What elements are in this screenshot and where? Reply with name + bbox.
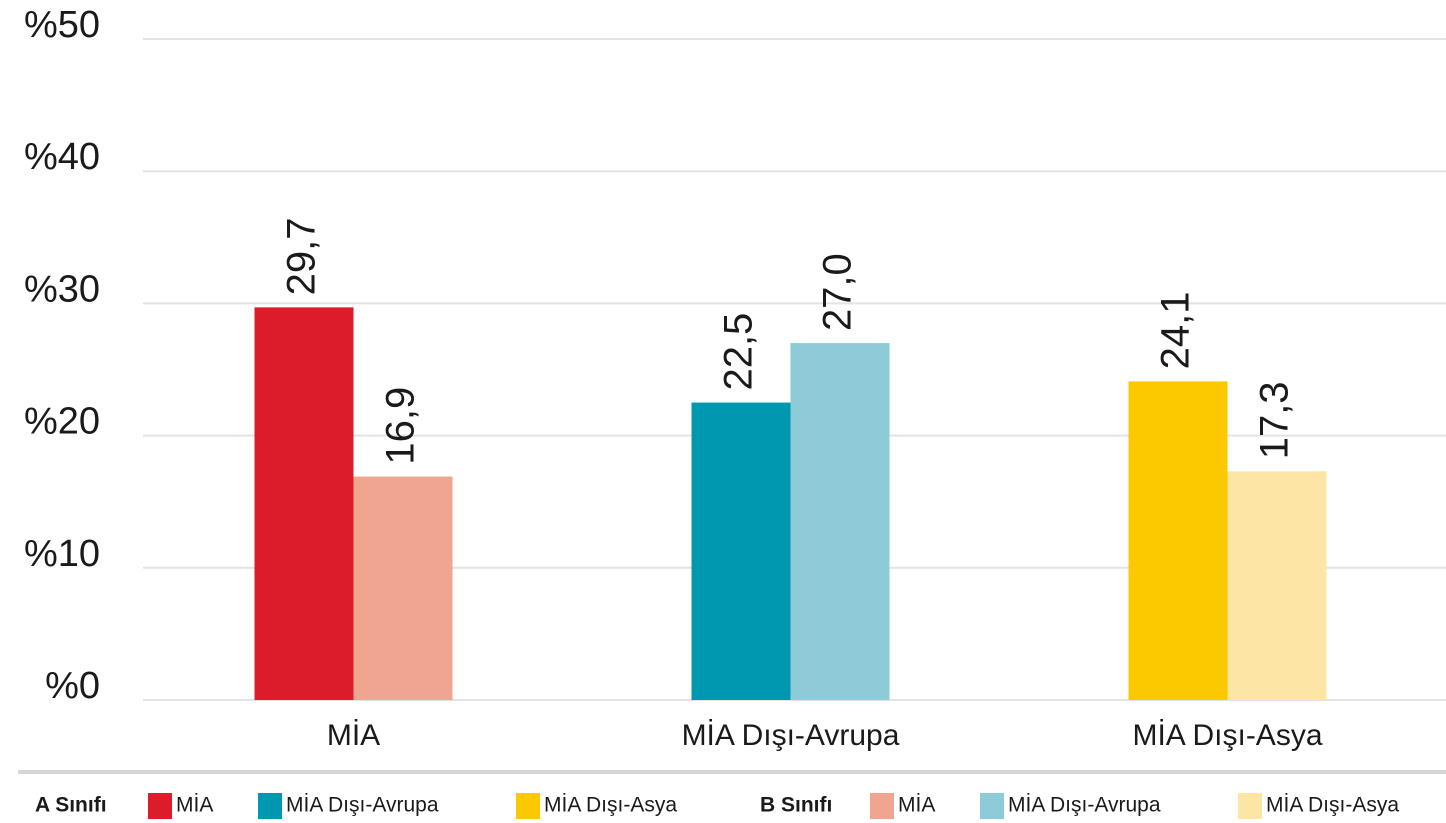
legend-label: MİA Dışı-Avrupa — [1008, 794, 1161, 817]
legend-label: MİA Dışı-Asya — [1266, 794, 1399, 817]
value-label: 29,7 — [280, 218, 324, 296]
legend-swatch — [258, 793, 282, 819]
value-label: 22,5 — [717, 313, 761, 391]
x-tick-label: MİA Dışı-Avrupa — [682, 719, 900, 752]
legend-swatch — [980, 793, 1004, 819]
y-tick-label: %10 — [24, 533, 100, 575]
x-tick-label: MİA — [327, 719, 380, 752]
bar — [254, 307, 354, 700]
legend-group-label: B Sınıfı — [760, 794, 832, 817]
bar — [691, 402, 791, 700]
value-label: 16,9 — [379, 387, 423, 465]
bar — [1227, 471, 1327, 700]
y-tick-label: %0 — [45, 665, 100, 707]
legend-swatch — [148, 793, 172, 819]
y-tick-label: %20 — [24, 401, 100, 443]
legend-swatch — [516, 793, 540, 819]
x-tick-label: MİA Dışı-Asya — [1132, 719, 1322, 752]
legend-swatch — [870, 793, 894, 819]
value-label: 24,1 — [1154, 292, 1198, 370]
bar — [790, 343, 890, 700]
legend-label: MİA Dışı-Avrupa — [286, 794, 439, 817]
legend-swatch — [1238, 793, 1262, 819]
legend-label: MİA — [898, 794, 935, 817]
y-tick-label: %50 — [24, 4, 100, 46]
bar — [353, 476, 453, 700]
y-tick-label: %40 — [24, 136, 100, 178]
legend-label: MİA — [176, 794, 213, 817]
y-tick-label: %30 — [24, 268, 100, 310]
legend-label: MİA Dışı-Asya — [544, 794, 677, 817]
value-label: 17,3 — [1253, 381, 1297, 459]
bar — [1128, 381, 1228, 700]
legend-group-label: A Sınıfı — [35, 794, 107, 817]
value-label: 27,0 — [816, 253, 860, 331]
